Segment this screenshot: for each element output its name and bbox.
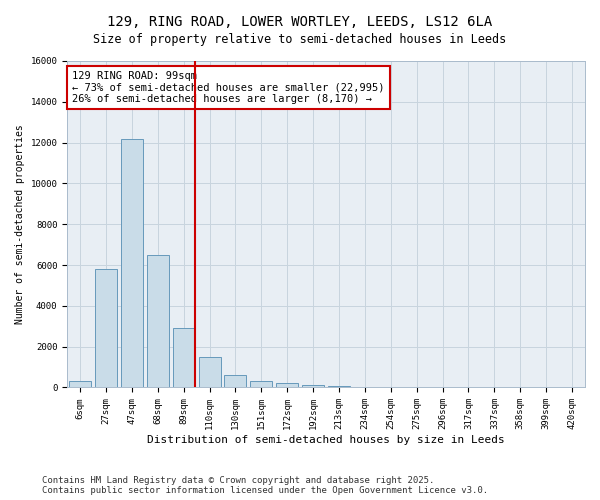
Bar xyxy=(276,384,298,388)
Bar xyxy=(69,382,91,388)
Text: Size of property relative to semi-detached houses in Leeds: Size of property relative to semi-detach… xyxy=(94,32,506,46)
Bar xyxy=(147,255,169,388)
Bar xyxy=(173,328,194,388)
Bar xyxy=(199,357,221,388)
Text: Contains HM Land Registry data © Crown copyright and database right 2025.
Contai: Contains HM Land Registry data © Crown c… xyxy=(42,476,488,495)
X-axis label: Distribution of semi-detached houses by size in Leeds: Distribution of semi-detached houses by … xyxy=(147,435,505,445)
Bar xyxy=(354,387,376,388)
Bar xyxy=(95,269,117,388)
Text: 129 RING ROAD: 99sqm
← 73% of semi-detached houses are smaller (22,995)
26% of s: 129 RING ROAD: 99sqm ← 73% of semi-detac… xyxy=(73,71,385,104)
Bar xyxy=(302,386,324,388)
Text: 129, RING ROAD, LOWER WORTLEY, LEEDS, LS12 6LA: 129, RING ROAD, LOWER WORTLEY, LEEDS, LS… xyxy=(107,15,493,29)
Bar xyxy=(224,375,247,388)
Bar xyxy=(250,382,272,388)
Bar xyxy=(328,386,350,388)
Bar xyxy=(121,138,143,388)
Y-axis label: Number of semi-detached properties: Number of semi-detached properties xyxy=(15,124,25,324)
